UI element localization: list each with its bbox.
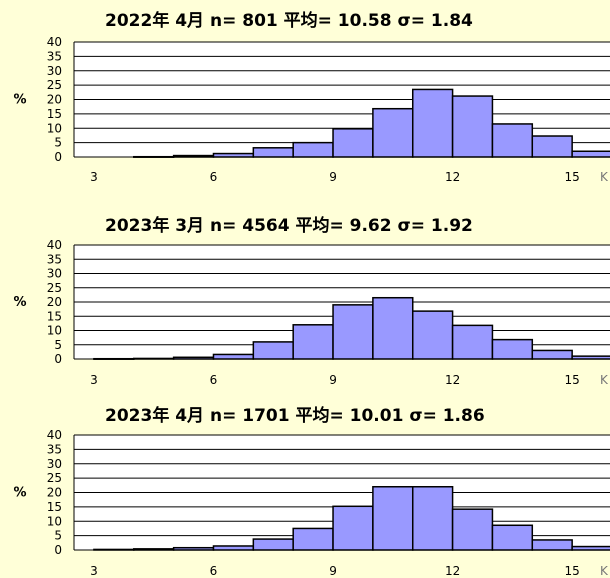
chart-title: 2023年 4月 n= 1701 平均= 10.01 σ= 1.86 (105, 405, 485, 426)
histogram-bar (451, 324, 494, 360)
histogram-bar (531, 349, 573, 360)
histogram-bar (252, 341, 294, 360)
histogram-bar (252, 538, 294, 551)
y-tick-label: 5 (54, 338, 62, 352)
y-tick-label: 15 (47, 107, 62, 121)
histogram-bar (332, 304, 374, 360)
chart-panel-2: 2023年 3月 n= 4564 平均= 9.62 σ= 1.920510152… (13, 215, 610, 387)
x-tick-label: 6 (210, 564, 218, 578)
x-axis-label: K (600, 170, 609, 184)
x-tick-label: 15 (565, 564, 580, 578)
histogram-bar (212, 353, 255, 360)
histogram-bar (451, 508, 494, 551)
histogram-bar (292, 527, 334, 551)
y-tick-label: 30 (47, 64, 62, 78)
y-tick-label: 0 (54, 352, 62, 366)
y-tick-label: 15 (47, 500, 62, 514)
histogram-bar (172, 356, 215, 360)
x-tick-label: 6 (210, 170, 218, 184)
y-tick-label: 0 (54, 150, 62, 164)
y-tick-label: 10 (47, 324, 62, 338)
y-tick-label: 40 (47, 35, 62, 49)
y-axis-label: % (13, 295, 26, 310)
histogram-bar (531, 539, 573, 551)
histogram-bar (571, 545, 610, 551)
y-tick-label: 5 (54, 529, 62, 543)
histogram-bar (212, 152, 255, 158)
histogram-bar (491, 524, 534, 551)
histogram-bar (571, 355, 610, 360)
histogram-bar (93, 357, 135, 360)
histogram-bar (93, 548, 135, 551)
y-tick-label: 40 (47, 238, 62, 252)
histogram-bar (411, 88, 454, 158)
chart-panel-3: 2023年 4月 n= 1701 平均= 10.01 σ= 1.86051015… (13, 405, 610, 578)
y-tick-label: 10 (47, 514, 62, 528)
y-axis-label: % (13, 93, 26, 108)
histogram-bar (292, 324, 334, 360)
histogram-bar (411, 310, 454, 360)
x-tick-label: 9 (329, 170, 337, 184)
y-tick-label: 30 (47, 267, 62, 281)
histogram-bar (451, 95, 494, 158)
y-tick-label: 35 (47, 49, 62, 63)
histogram-bar (212, 545, 255, 551)
histogram-bar (411, 486, 454, 551)
y-tick-label: 10 (47, 121, 62, 135)
histogram-bar (372, 107, 414, 158)
chart-panel-1: 2022年 4月 n= 801 平均= 10.58 σ= 1.840510152… (13, 10, 610, 184)
y-tick-label: 30 (47, 457, 62, 471)
x-tick-label: 9 (329, 564, 337, 578)
histogram-bar (491, 123, 534, 158)
chart-title: 2023年 3月 n= 4564 平均= 9.62 σ= 1.92 (105, 215, 473, 236)
histogram-bar (133, 548, 175, 551)
histogram-bar (292, 141, 334, 158)
histogram-bar (571, 150, 610, 158)
chart-title: 2022年 4月 n= 801 平均= 10.58 σ= 1.84 (105, 10, 473, 31)
y-axis-label: % (13, 486, 26, 501)
histogram-bar (372, 296, 414, 360)
y-tick-label: 15 (47, 309, 62, 323)
x-tick-label: 3 (90, 170, 98, 184)
x-tick-label: 15 (565, 170, 580, 184)
x-tick-label: 3 (90, 564, 98, 578)
y-tick-label: 25 (47, 78, 62, 92)
y-tick-label: 0 (54, 543, 62, 557)
histogram-bar (372, 486, 414, 551)
y-tick-label: 20 (47, 93, 62, 107)
x-tick-label: 12 (445, 373, 460, 387)
y-tick-label: 20 (47, 295, 62, 309)
y-tick-label: 35 (47, 252, 62, 266)
histogram-bar (491, 338, 534, 360)
histogram-bar (172, 546, 215, 551)
y-tick-label: 20 (47, 486, 62, 500)
x-tick-label: 9 (329, 373, 337, 387)
x-tick-label: 12 (445, 564, 460, 578)
histogram-bar (332, 505, 374, 551)
histogram-bar (332, 128, 374, 158)
x-axis-label: K (600, 373, 609, 387)
x-tick-label: 3 (90, 373, 98, 387)
y-tick-label: 40 (47, 428, 62, 442)
x-tick-label: 12 (445, 170, 460, 184)
y-tick-label: 25 (47, 471, 62, 485)
x-tick-label: 6 (210, 373, 218, 387)
histogram-bar (252, 147, 294, 158)
y-tick-label: 25 (47, 281, 62, 295)
x-tick-label: 15 (565, 373, 580, 387)
histogram-bar (133, 357, 175, 360)
x-axis-label: K (600, 564, 609, 578)
histogram-bar (531, 135, 573, 158)
y-tick-label: 35 (47, 442, 62, 456)
histogram-bar (172, 154, 215, 158)
histogram-bar (133, 155, 175, 158)
y-tick-label: 5 (54, 136, 62, 150)
